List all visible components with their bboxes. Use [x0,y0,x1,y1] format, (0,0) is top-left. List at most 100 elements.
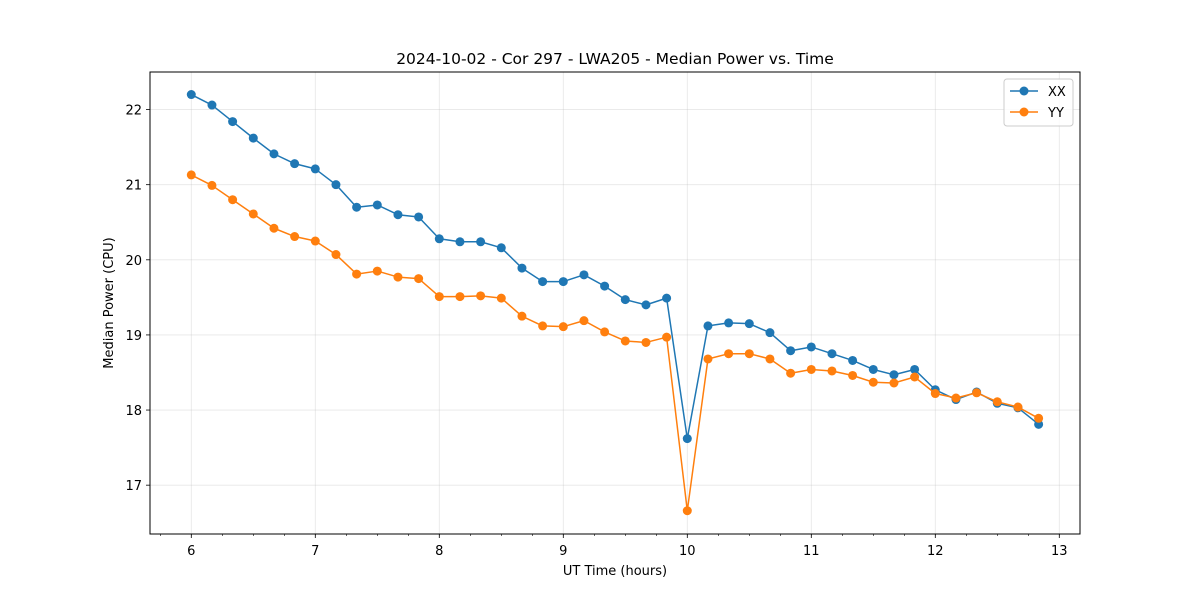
y-tick-label: 20 [125,254,142,269]
data-point-yy [930,389,940,399]
legend-marker-yy [1019,107,1029,117]
data-point-yy [517,311,527,321]
x-tick-label: 8 [435,544,443,559]
x-tick-label: 7 [311,544,319,559]
data-point-xx [290,159,300,169]
data-point-xx [848,355,858,365]
data-point-yy [352,269,362,279]
data-point-yy [724,349,734,359]
data-point-xx [889,370,899,380]
data-point-xx [620,295,630,305]
data-point-xx [641,300,651,310]
data-point-xx [868,364,878,374]
data-point-yy [744,349,754,359]
data-point-xx [910,364,920,374]
data-point-xx [827,349,837,359]
y-tick-label: 17 [125,479,142,494]
data-point-yy [579,316,589,326]
data-point-yy [682,506,692,516]
data-point-xx [269,149,279,159]
plot-frame [149,71,1081,535]
data-point-yy [641,337,651,347]
x-tick-label: 9 [559,544,567,559]
data-point-yy [476,291,486,301]
data-point-xx [682,434,692,444]
data-point-yy [496,293,506,303]
data-point-yy [765,354,775,364]
data-point-yy [310,236,320,246]
data-point-yy [662,332,672,342]
data-point-yy [414,274,424,284]
grid [150,72,1080,534]
plot-area [150,72,1080,534]
data-point-xx [600,281,610,291]
legend-label-xx: XX [1048,85,1066,100]
data-point-yy [972,388,982,398]
data-point-yy [806,364,816,374]
chart-title: 2024-10-02 - Cor 297 - LWA205 - Median P… [396,50,834,68]
data-point-yy [827,366,837,376]
data-point-xx [393,210,403,220]
y-tick-label: 18 [125,404,142,419]
data-point-xx [310,164,320,174]
series-layer [186,90,1044,516]
data-point-xx [703,321,713,331]
y-tick-label: 19 [125,329,142,344]
data-point-yy [269,223,279,233]
data-point-yy [786,368,796,378]
data-point-yy [434,292,444,302]
data-point-xx [434,234,444,244]
data-point-yy [372,266,382,276]
x-axis-label: UT Time (hours) [563,564,667,579]
data-point-xx [476,237,486,247]
data-point-xx [517,263,527,273]
x-tick-label: 6 [187,544,195,559]
data-point-xx [806,342,816,352]
data-point-xx [496,243,506,253]
data-point-xx [579,270,589,280]
data-point-yy [228,195,238,205]
data-point-yy [889,378,899,388]
data-point-yy [455,292,465,302]
data-point-yy [910,372,920,382]
data-point-xx [186,90,196,100]
data-point-yy [1034,413,1044,423]
data-point-yy [393,272,403,282]
y-axis-label: Median Power (CPU) [102,237,117,368]
data-point-yy [186,170,196,180]
axes: 6 7 8 9 10 11 12 13 17 18 19 20 21 22 [125,104,1067,559]
data-point-yy [538,321,548,331]
data-point-xx [662,293,672,303]
legend: XX YY [1003,78,1074,127]
data-point-yy [848,370,858,380]
data-point-xx [786,346,796,356]
data-point-xx [352,202,362,212]
data-point-yy [558,322,568,332]
y-tick-label: 21 [125,179,142,194]
data-point-yy [1013,402,1023,412]
y-tick-label: 22 [125,104,142,119]
data-point-yy [248,209,258,219]
data-point-yy [703,354,713,364]
data-point-yy [992,397,1002,407]
data-point-xx [455,237,465,247]
data-point-xx [744,319,754,329]
data-point-xx [558,277,568,287]
data-point-xx [207,100,217,110]
data-point-xx [724,318,734,328]
data-point-xx [228,117,238,127]
data-point-xx [538,277,548,287]
data-point-xx [765,328,775,338]
x-tick-label: 13 [1051,544,1068,559]
data-point-yy [620,336,630,346]
data-point-xx [248,133,258,143]
data-point-xx [414,212,424,222]
x-tick-label: 11 [803,544,820,559]
x-tick-label: 12 [927,544,944,559]
x-tick-label: 10 [679,544,696,559]
data-point-yy [868,377,878,387]
data-point-yy [600,327,610,337]
data-point-xx [372,200,382,210]
legend-marker-xx [1019,86,1029,96]
